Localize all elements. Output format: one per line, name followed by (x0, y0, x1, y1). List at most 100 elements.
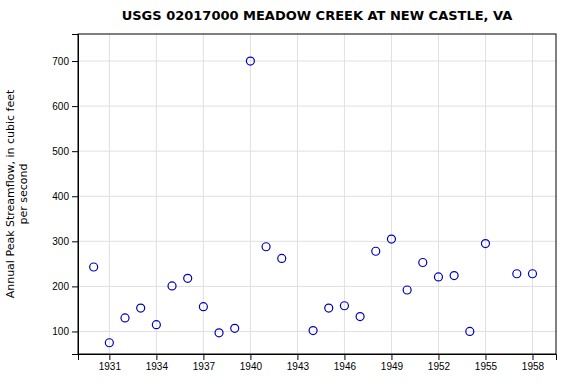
x-tick-label: 1934 (146, 361, 169, 372)
plot: 1931 1934 1937 1940 1943 1946 1949 1952 1955 1958… (52, 34, 556, 372)
x-tick-mark (109, 354, 110, 360)
x-tick-mark (297, 354, 298, 360)
x-tick-mark (391, 354, 392, 360)
point (528, 270, 536, 278)
y-tick: 700 (52, 56, 78, 67)
points (90, 57, 537, 347)
y-tick: 300 (52, 236, 78, 247)
grid-line (297, 34, 298, 354)
point (309, 327, 317, 335)
point (356, 313, 364, 321)
title: USGS 02017000 MEADOW CREEK AT NEW CASTLE… (122, 8, 513, 23)
grid-line (78, 196, 556, 197)
point (481, 240, 489, 248)
y-tick-label: 400 (52, 191, 69, 202)
point (513, 270, 521, 278)
point (246, 57, 254, 65)
point (325, 304, 333, 312)
x-tick: 1934 (146, 354, 169, 372)
x-tick: 1946 (334, 354, 357, 372)
plot-frame (78, 34, 556, 354)
grid (78, 34, 556, 354)
x-tick-label: 1940 (240, 361, 263, 372)
y-tick-label: 700 (52, 56, 69, 67)
y-tick-mark (72, 286, 78, 287)
chart: 1931 1934 1937 1940 1943 1946 1949 1952 1955 1958… (0, 0, 576, 384)
x-tick-mark (344, 354, 345, 360)
point (372, 247, 380, 255)
y-tick: 400 (52, 191, 78, 202)
point (105, 339, 113, 347)
x-tick-label: 1937 (193, 361, 216, 372)
point (231, 324, 239, 332)
y-axis-title: Annual Peak Streamflow, in cubic feetper… (4, 89, 30, 298)
y-tick: 600 (52, 101, 78, 112)
point (278, 254, 286, 262)
point (121, 314, 129, 322)
y-tick-mark (72, 331, 78, 332)
x-tick: 1931 (99, 354, 122, 372)
x-tick-label: 1949 (381, 361, 404, 372)
point (262, 243, 270, 251)
point (168, 282, 176, 290)
point (199, 303, 207, 311)
x-tick-label: 1943 (287, 361, 310, 372)
y-axis: 100 200 300 400 500 600 700 (52, 35, 78, 355)
y-tick-label: 200 (52, 281, 69, 292)
y-tick-label: 500 (52, 146, 69, 157)
y-tick: 500 (52, 146, 78, 157)
grid-line (78, 151, 556, 152)
x-tick-mark (156, 354, 157, 360)
x-tick: 1949 (381, 354, 404, 372)
y-tick: 200 (52, 281, 78, 292)
x-tick-mark (532, 354, 533, 360)
x-tick-mark (203, 354, 204, 360)
x-tick: 1958 (522, 354, 545, 372)
x-tick: 1937 (193, 354, 216, 372)
point (419, 259, 427, 267)
y-tick: 100 (52, 326, 78, 337)
grid-line (156, 34, 157, 354)
point (340, 302, 348, 310)
grid-line (78, 61, 556, 62)
grid-line (532, 34, 533, 354)
grid-line (438, 34, 439, 354)
x-tick-mark (250, 354, 251, 360)
point (403, 286, 411, 294)
grid-line (78, 286, 556, 287)
x-tick-label: 1931 (99, 361, 122, 372)
x-tick-label: 1952 (428, 361, 451, 372)
grid-line (485, 34, 486, 354)
point (152, 321, 160, 329)
y-tick-mark (72, 151, 78, 152)
y-tick-mark (72, 241, 78, 242)
x-axis-line (79, 355, 557, 361)
grid-line (391, 34, 392, 354)
x-tick: 1940 (240, 354, 263, 372)
point (215, 329, 223, 337)
y-tick-mark (72, 61, 78, 62)
y-tick-mark (72, 196, 78, 197)
point (90, 263, 98, 271)
y-axis-title-line: Annual Peak Streamflow, in cubic feet (4, 89, 17, 298)
y-axis-title-line: per second (17, 164, 30, 225)
grid-line (78, 106, 556, 107)
point (466, 327, 474, 335)
y-tick-label: 100 (52, 326, 69, 337)
point (137, 304, 145, 312)
x-tick-mark (438, 354, 439, 360)
grid-line (109, 34, 110, 354)
grid-line (203, 34, 204, 354)
x-tick: 1943 (287, 354, 310, 372)
x-tick-label: 1955 (475, 361, 498, 372)
point (184, 274, 192, 282)
x-tick: 1952 (428, 354, 451, 372)
y-tick-label: 300 (52, 236, 69, 247)
x-tick: 1955 (475, 354, 498, 372)
point (434, 273, 442, 281)
y-tick-mark (72, 106, 78, 107)
grid-line (250, 34, 251, 354)
x-tick-mark (485, 354, 486, 360)
grid-line (78, 241, 556, 242)
x-axis: 1931 1934 1937 1940 1943 1946 1949 1952 1955 1958 (79, 354, 557, 372)
